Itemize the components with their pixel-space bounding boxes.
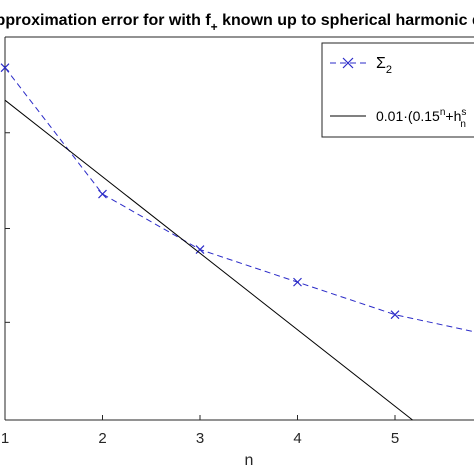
chart-title: Approximation error for with f+ known up… xyxy=(0,12,474,34)
series-line-1 xyxy=(4,99,413,421)
legend-box xyxy=(321,42,474,138)
x-tick-label: 4 xyxy=(293,430,301,447)
data-point-marker xyxy=(98,189,107,199)
x-axis-label: n xyxy=(245,452,254,469)
data-point-marker xyxy=(195,245,205,254)
x-tick-label: 5 xyxy=(391,430,399,447)
data-point-marker xyxy=(390,310,400,320)
tick-group: 1 2 3 4 5 xyxy=(1,132,399,447)
legend-marker-x-icon xyxy=(342,57,354,69)
x-tick-label: 2 xyxy=(98,430,106,447)
legend: Σ2 0.01·(0.15n+hs n xyxy=(321,42,474,138)
series-layer xyxy=(0,63,474,421)
legend-entry-fit: 0.01·(0.15n+hs n xyxy=(330,107,466,130)
data-point-marker xyxy=(0,63,10,73)
x-tick-label: 3 xyxy=(196,430,204,447)
legend-label-fit: 0.01·(0.15n+hs n xyxy=(376,107,466,130)
x-tick-label: 1 xyxy=(1,430,9,447)
legend-label-sigma2: Σ2 xyxy=(376,55,392,76)
legend-entry-sigma2: Σ2 xyxy=(330,55,392,76)
series-line-0 xyxy=(4,67,474,333)
data-point-marker xyxy=(293,277,302,287)
